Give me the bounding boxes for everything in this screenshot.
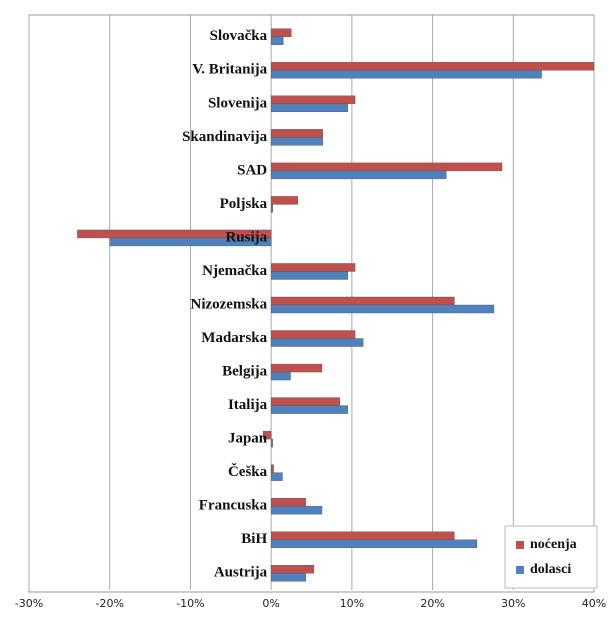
bar <box>270 129 323 138</box>
bar <box>270 304 495 314</box>
x-tick-label: -20% <box>96 597 124 610</box>
bar <box>270 204 273 213</box>
x-tick-label: 30% <box>501 597 525 610</box>
bar <box>262 430 272 440</box>
category-label: Slovačka <box>210 28 268 44</box>
bar <box>270 330 356 339</box>
x-tick-label: 40% <box>582 597 606 610</box>
category-label: SAD <box>237 162 267 178</box>
category-label: Skandinavija <box>182 129 268 145</box>
bar <box>270 36 284 45</box>
bar <box>270 263 356 272</box>
bar <box>270 438 273 448</box>
bar <box>270 271 349 280</box>
category-label: Slovenija <box>208 95 268 111</box>
x-tick-label: -10% <box>176 597 204 610</box>
legend-box <box>504 525 598 589</box>
category-label: Japan <box>228 431 268 447</box>
bar <box>270 505 323 515</box>
bar <box>270 472 283 481</box>
x-tick-label: 10% <box>340 597 364 610</box>
legend-label: dolasci <box>530 562 571 577</box>
category-label: Češka <box>228 463 268 480</box>
category-label: Rusija <box>225 229 267 245</box>
bar <box>270 196 298 205</box>
bar <box>270 62 595 71</box>
bar <box>270 170 447 180</box>
bar <box>270 497 307 507</box>
bar <box>270 531 455 540</box>
category-label: Austrija <box>214 565 268 581</box>
legend-swatch <box>516 541 524 549</box>
bar <box>270 338 364 347</box>
x-tick-label: 0% <box>262 597 279 610</box>
bar <box>270 296 455 306</box>
category-label: Francuska <box>199 498 268 514</box>
category-label: Poljska <box>220 196 268 212</box>
bar <box>270 363 323 373</box>
bar <box>270 573 307 582</box>
category-label: Nizozemska <box>190 296 267 312</box>
bar <box>270 137 323 146</box>
bar <box>109 237 272 247</box>
category-label: Italija <box>228 397 268 413</box>
x-tick-label: -30% <box>15 597 43 610</box>
bar <box>270 565 315 574</box>
category-label: V. Britanija <box>192 62 267 78</box>
bar <box>270 371 291 381</box>
bar <box>270 405 349 414</box>
category-label: Belgija <box>222 363 267 379</box>
legend-label: noćenja <box>530 537 577 552</box>
category-label: Njemačka <box>202 263 267 279</box>
bar <box>270 103 349 113</box>
bar <box>270 70 542 79</box>
bar <box>270 397 340 406</box>
bar <box>270 162 503 172</box>
x-tick-label: 20% <box>420 597 444 610</box>
category-label: Madarska <box>201 330 267 346</box>
legend-swatch <box>516 566 524 574</box>
bar <box>270 539 478 548</box>
category-label: BiH <box>241 531 267 547</box>
bar <box>270 28 292 37</box>
bar <box>270 95 356 105</box>
bar <box>270 464 274 473</box>
